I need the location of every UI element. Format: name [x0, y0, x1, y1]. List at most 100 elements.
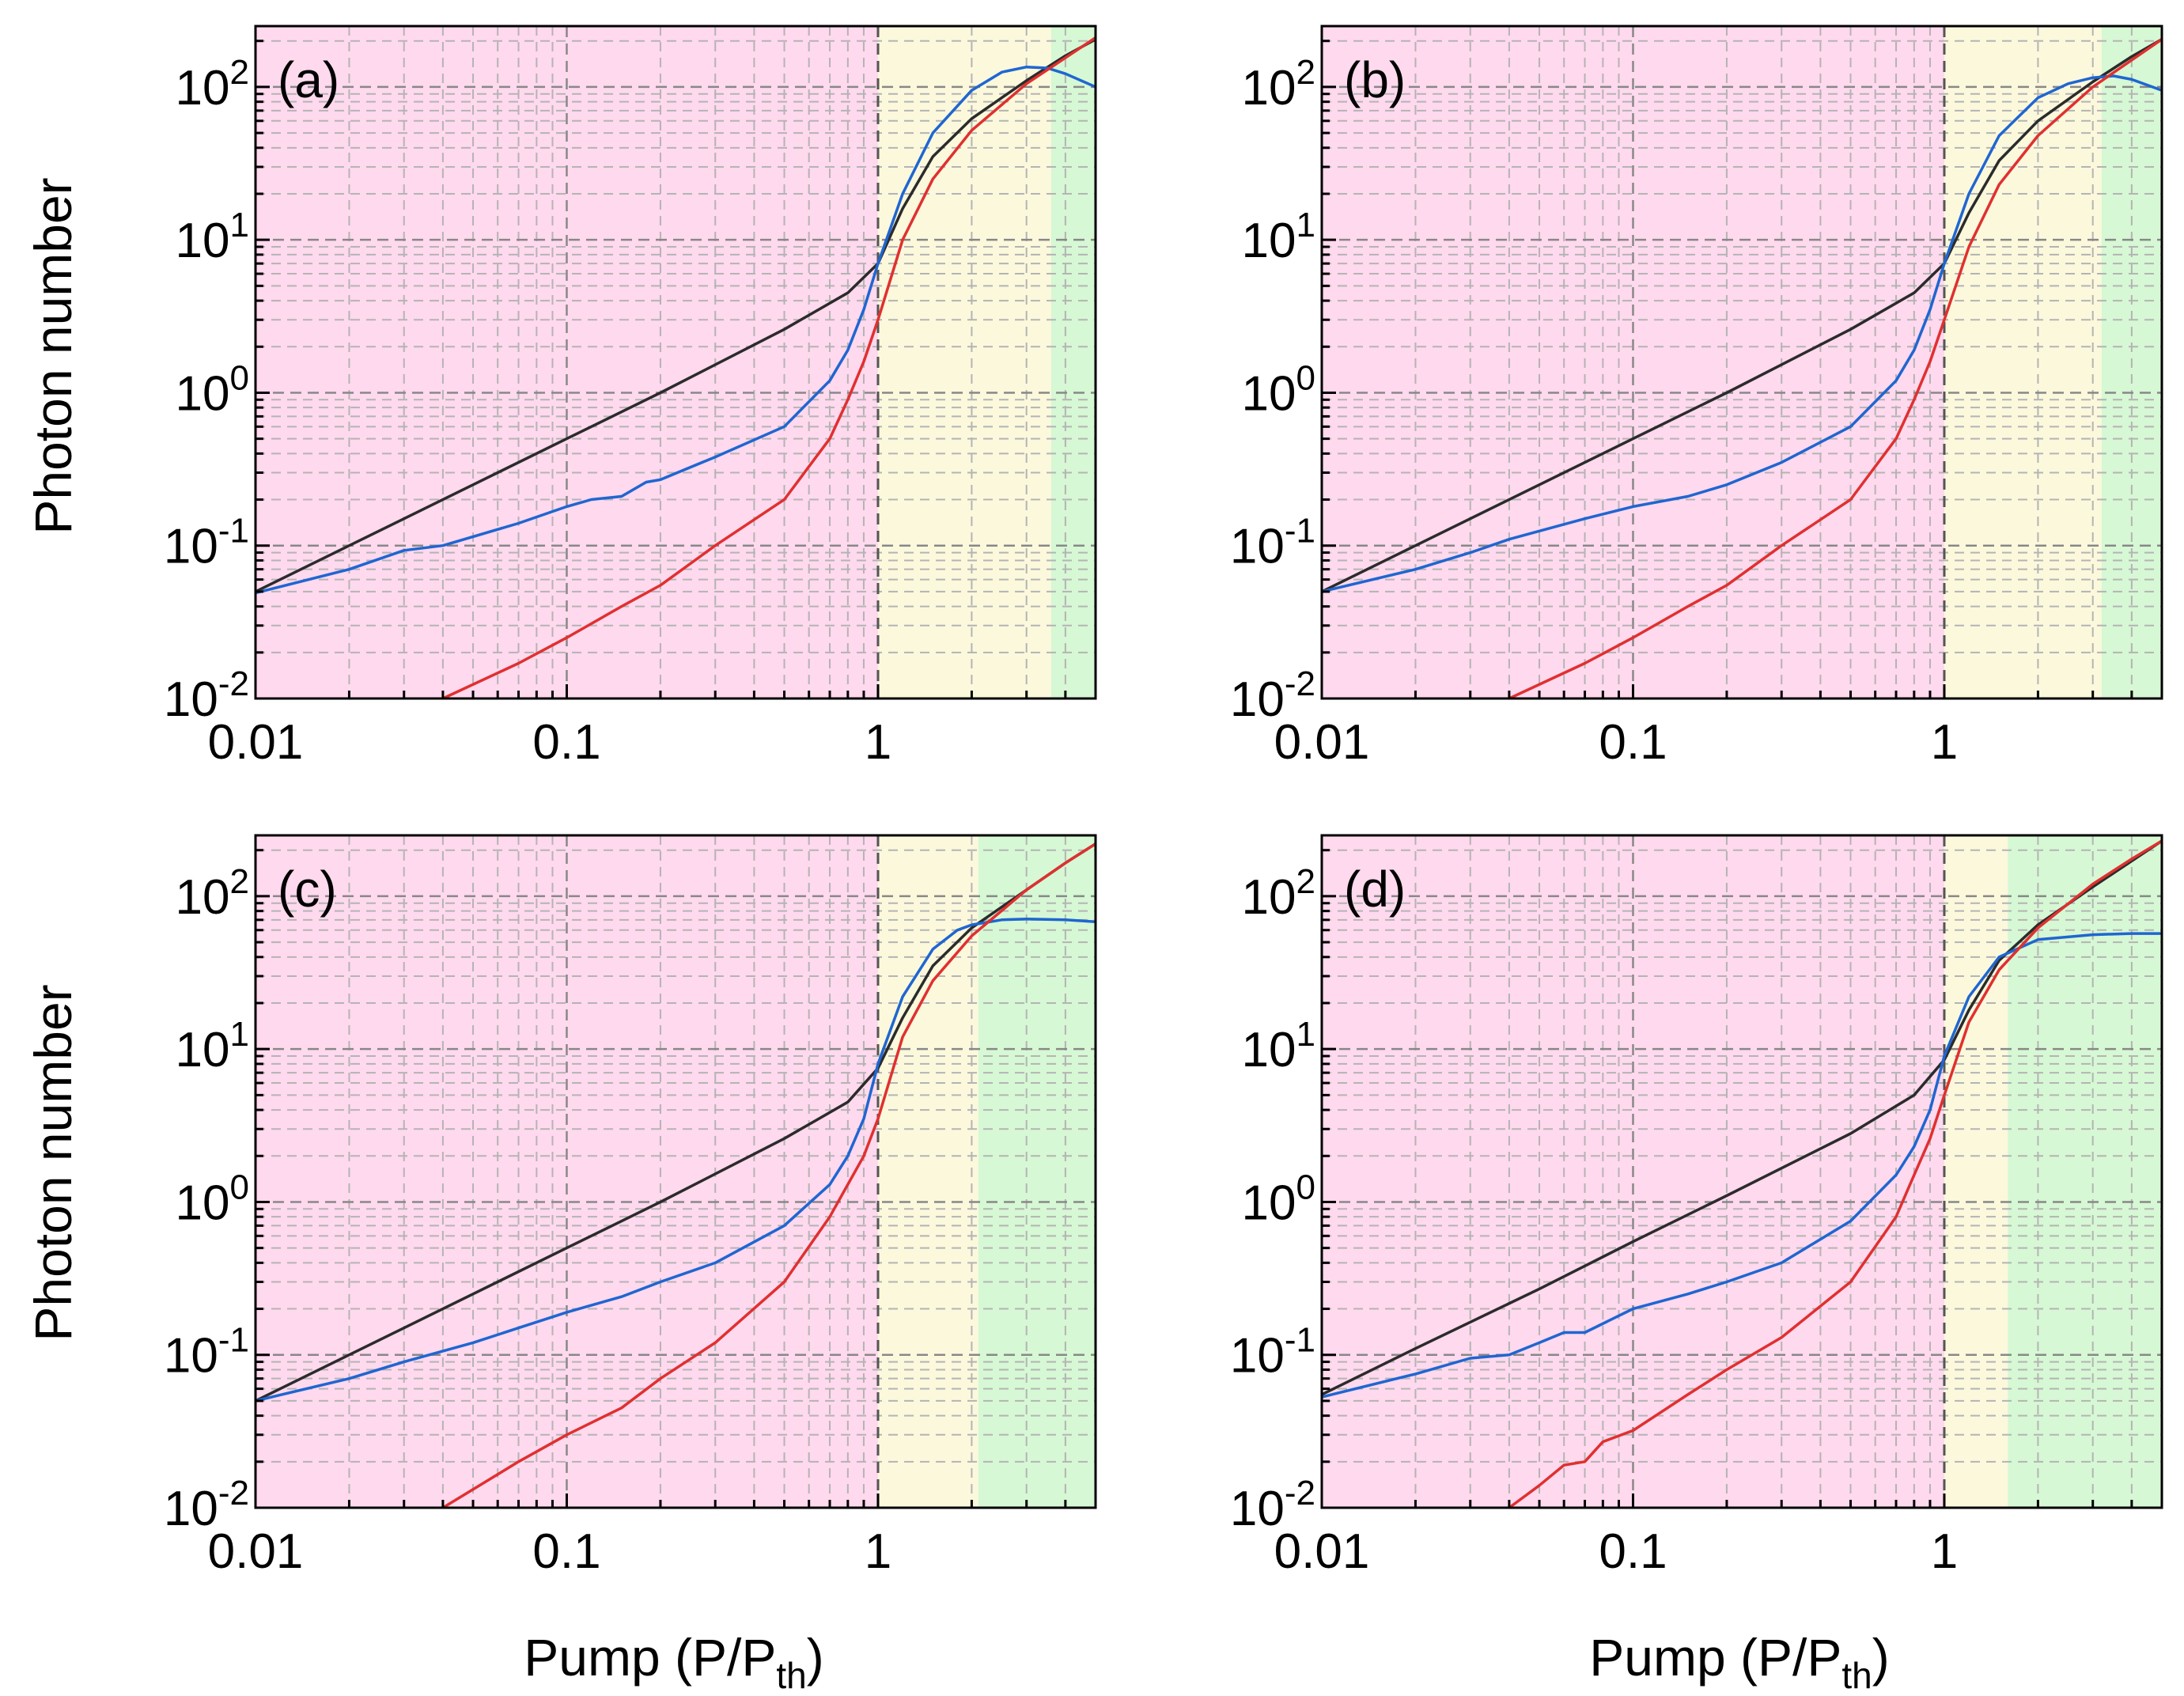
y-tick-label: 102: [1242, 862, 1315, 925]
x-tick-label: 0.1: [532, 715, 600, 770]
x-axis-title-left-sub: th: [776, 1655, 806, 1696]
curves: [1322, 38, 2162, 698]
x-axis-title-right-close: ): [1872, 1628, 1890, 1687]
y-tick-base: 10: [1230, 1482, 1285, 1536]
x-tick-label: 0.01: [208, 715, 304, 770]
y-tick-base: 10: [1242, 1175, 1296, 1230]
region-transition: [1944, 26, 2102, 698]
y-tick-label: 100: [176, 1168, 249, 1230]
panel-label: (a): [278, 51, 339, 108]
x-axis-title-left-close: ): [807, 1628, 824, 1687]
curves: [1322, 839, 2162, 1508]
x-tick-label: 0.01: [208, 1524, 304, 1579]
ticks: [254, 849, 1097, 1509]
y-tick-base: 10: [176, 870, 230, 925]
y-tick-exponent: -1: [218, 512, 249, 551]
y-tick-exponent: 1: [230, 206, 249, 244]
x-tick-label: 1: [865, 1524, 891, 1579]
plot-frame: [254, 834, 1097, 1509]
panel-label: (c): [278, 861, 337, 918]
y-tick-exponent: 1: [1296, 1015, 1315, 1054]
y-tick-exponent: 0: [1296, 358, 1315, 397]
y-tick-base: 10: [1242, 61, 1296, 115]
grid: [1320, 835, 2163, 1509]
y-tick-label: 100: [176, 358, 249, 421]
y-tick-base: 10: [164, 1482, 218, 1536]
region-lasing: [2008, 835, 2162, 1508]
series-red-line: [1508, 38, 2162, 698]
panel-label: (b): [1344, 51, 1406, 108]
grid: [1320, 26, 2163, 700]
series-blue-line: [1322, 74, 2162, 593]
y-tick-exponent: 0: [230, 358, 249, 397]
y-tick-label: 10-2: [1230, 664, 1315, 727]
y-axis-title-top: Photon number: [24, 177, 82, 534]
series-black-line: [1322, 38, 2162, 593]
y-axis-title-bottom: Photon number: [24, 984, 82, 1341]
y-tick-label: 102: [176, 862, 249, 925]
series-black-line: [255, 38, 1096, 593]
grid: [254, 26, 1096, 700]
y-tick-label: 10-1: [1230, 512, 1315, 574]
y-tick-label: 10-2: [1230, 1474, 1315, 1536]
series-red-line: [1508, 839, 2162, 1508]
y-tick-base: 10: [1242, 366, 1296, 421]
y-tick-label: 102: [176, 53, 249, 115]
x-tick-label: 0.01: [1274, 715, 1370, 770]
x-tick-label: 0.1: [1599, 1524, 1667, 1579]
y-tick-label: 10-1: [164, 1321, 249, 1384]
y-tick-exponent: 1: [1296, 206, 1315, 244]
y-tick-label: 101: [1242, 206, 1315, 268]
y-tick-label: 10-1: [164, 512, 249, 574]
y-tick-label: 101: [1242, 1015, 1315, 1077]
y-tick-label: 100: [1242, 1168, 1315, 1230]
curves: [255, 36, 1096, 698]
y-tick-label: 101: [176, 1015, 249, 1077]
y-tick-base: 10: [1230, 672, 1285, 727]
y-tick-label: 10-1: [1230, 1321, 1315, 1384]
ticks: [1320, 40, 2163, 700]
plot-frame: [1320, 834, 2163, 1509]
x-tick-label: 1: [865, 715, 891, 770]
y-tick-exponent: -2: [218, 1474, 249, 1512]
y-tick-exponent: 0: [1296, 1168, 1315, 1206]
y-tick-base: 10: [1242, 1023, 1296, 1077]
series-black-line: [1322, 839, 2162, 1396]
x-tick-label: 1: [1931, 1524, 1958, 1579]
plot-frame: [1320, 25, 2163, 700]
ticks: [254, 40, 1097, 700]
y-tick-exponent: -1: [1285, 512, 1315, 551]
x-tick-label: 0.1: [532, 1524, 600, 1579]
y-tick-label: 10-2: [164, 664, 249, 727]
y-tick-base: 10: [1242, 870, 1296, 925]
y-tick-exponent: 2: [1296, 53, 1315, 92]
y-tick-label: 101: [176, 206, 249, 268]
y-tick-exponent: -1: [218, 1321, 249, 1360]
y-tick-base: 10: [1230, 520, 1285, 574]
x-tick-label: 0.1: [1599, 715, 1667, 770]
x-axis-title-right-sub: th: [1841, 1655, 1872, 1696]
curves: [255, 842, 1096, 1508]
y-tick-exponent: 0: [230, 1168, 249, 1206]
y-tick-exponent: -2: [1285, 1474, 1315, 1512]
y-tick-base: 10: [176, 1023, 230, 1077]
y-tick-base: 10: [176, 366, 230, 421]
x-axis-title-right-main: Pump (P/P: [1589, 1628, 1841, 1687]
y-tick-exponent: 2: [230, 53, 249, 92]
panel-label: (d): [1344, 861, 1406, 918]
x-axis-title-left-main: Pump (P/P: [524, 1628, 776, 1687]
y-tick-base: 10: [164, 520, 218, 574]
series-blue-line: [255, 65, 1096, 595]
y-tick-base: 10: [164, 1329, 218, 1384]
y-tick-label: 102: [1242, 53, 1315, 115]
region-lasing: [978, 835, 1096, 1508]
plot-frame: [254, 25, 1097, 700]
x-axis-title-left: Pump (P/Pth): [524, 1628, 823, 1696]
x-axis-title-right: Pump (P/Pth): [1589, 1628, 1889, 1696]
x-tick-label: 0.01: [1274, 1524, 1370, 1579]
y-tick-base: 10: [176, 61, 230, 115]
ticks: [1320, 849, 2163, 1509]
x-tick-label: 1: [1931, 715, 1958, 770]
